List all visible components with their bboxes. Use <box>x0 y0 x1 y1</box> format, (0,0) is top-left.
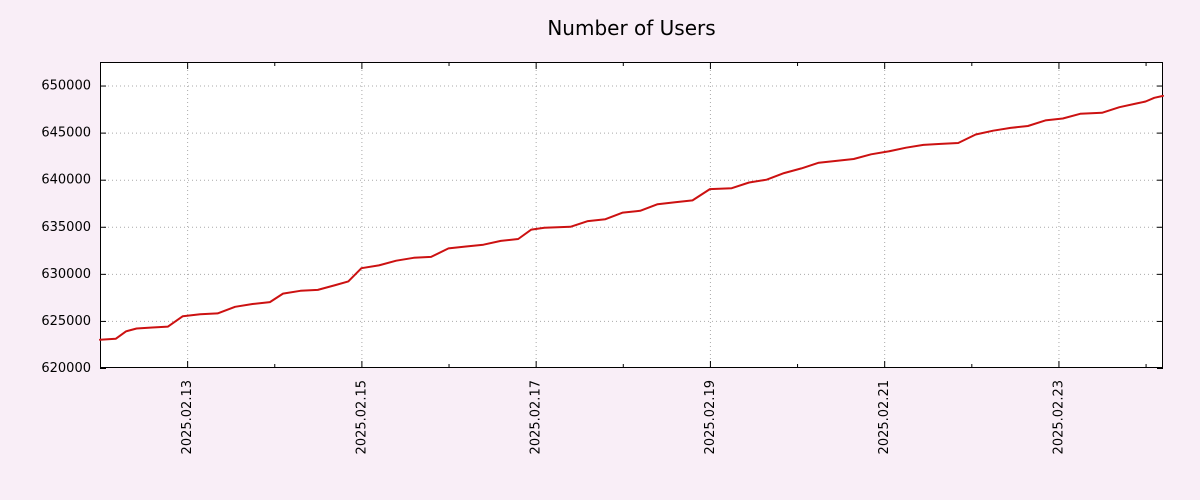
plot-area <box>100 62 1163 368</box>
y-tick-label: 625000 <box>41 314 91 329</box>
x-tick-label: 2025.02.17 <box>529 380 544 454</box>
x-tick-label: 2025.02.19 <box>703 380 718 454</box>
y-tick-label: 645000 <box>41 126 91 141</box>
x-tick-label: 2025.02.15 <box>354 380 369 454</box>
plot-border <box>100 62 1163 368</box>
y-axis-labels: 620000 625000 630000 635000 640000 645000 6500… <box>41 79 91 376</box>
y-tick-label: 650000 <box>41 79 91 94</box>
x-axis-labels: 2025.02.13 2025.02.15 2025.02.17 2025.02.19… <box>180 380 1066 454</box>
x-tick-label: 2025.02.23 <box>1051 380 1066 454</box>
chart-title: Number of Users <box>547 16 716 40</box>
y-tick-label: 630000 <box>41 267 91 282</box>
y-tick-label: 620000 <box>41 361 91 376</box>
y-tick-label: 635000 <box>41 220 91 235</box>
x-tick-label: 2025.02.13 <box>180 380 195 454</box>
series-line-users <box>99 94 1164 341</box>
y-tick-label: 640000 <box>41 173 91 188</box>
grid-lines <box>100 62 1163 368</box>
x-tick-label: 2025.02.21 <box>877 380 892 454</box>
